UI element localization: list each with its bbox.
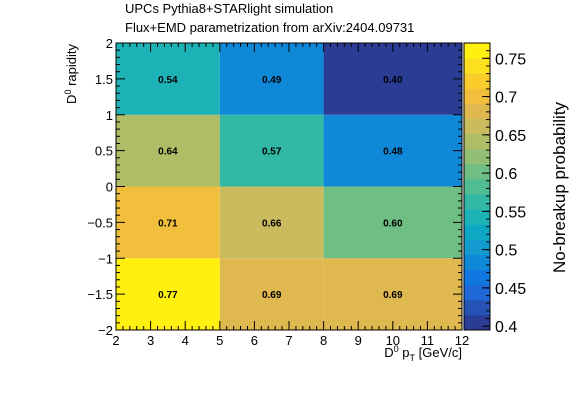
color-bar xyxy=(464,43,490,331)
cell-value-label: 0.40 xyxy=(383,75,403,86)
heatmap-cell xyxy=(323,186,462,259)
color-bar-axis: 0.4 0.45 0.5 0.55 0.6 0.65 0.7 0.75 xyxy=(482,50,526,336)
x-axis: 2 3 4 5 6 7 8 9 10 11 12 xyxy=(112,43,469,348)
y-tick-label: 0.5 xyxy=(95,144,113,159)
x-axis-title-sup: 0 xyxy=(394,344,399,354)
color-bar-tick-label: 0.6 xyxy=(495,166,517,183)
heatmap-cell xyxy=(116,114,220,187)
x-axis-title-sub: T xyxy=(410,353,416,363)
heatmap-cell xyxy=(116,186,220,259)
color-bar-tick-label: 0.4 xyxy=(495,319,517,336)
x-tick-label: 8 xyxy=(320,333,327,348)
color-bar-tick-label: 0.55 xyxy=(495,204,526,221)
x-tick-label: 12 xyxy=(455,333,469,348)
y-axis-title-main: D xyxy=(64,95,79,104)
heatmap-cell xyxy=(116,43,220,115)
y-tick-label: −2 xyxy=(98,323,113,338)
heatmap-cell xyxy=(219,186,324,259)
color-bar-band xyxy=(464,148,490,165)
heatmap-cell xyxy=(116,258,220,330)
cell-value-label: 0.77 xyxy=(158,290,178,301)
cell-value-label: 0.64 xyxy=(158,147,178,158)
heatmap-cell xyxy=(323,258,462,330)
y-tick-label: 1 xyxy=(106,108,113,123)
y-tick-label: 0 xyxy=(106,180,113,195)
cell-value-label: 0.69 xyxy=(383,290,403,301)
color-bar-band xyxy=(464,118,490,135)
y-tick-label: 2 xyxy=(106,36,113,51)
color-bar-band xyxy=(464,73,490,89)
chart-title-line-2: Flux+EMD parametrization from arXiv:2404… xyxy=(125,20,414,35)
heatmap-cell xyxy=(219,43,324,115)
chart-title-line-1: UPCs Pythia8+STARlight simulation xyxy=(125,1,333,16)
color-bar-band xyxy=(464,194,490,210)
y-tick-label: −1 xyxy=(98,251,113,266)
color-bar-band xyxy=(464,254,490,271)
y-axis-title: D0 rapidity xyxy=(63,44,79,104)
x-tick-label: 5 xyxy=(216,333,223,348)
color-bar-tick-label: 0.45 xyxy=(495,281,526,298)
color-bar-band xyxy=(464,209,490,225)
y-axis-title-sup: 0 xyxy=(63,90,73,95)
cell-value-label: 0.71 xyxy=(158,218,178,229)
y-tick-label: −1.5 xyxy=(87,287,113,302)
color-bar-band xyxy=(464,284,490,301)
color-bar-tick-label: 0.75 xyxy=(495,51,526,68)
x-tick-label: 11 xyxy=(421,333,435,348)
x-tick-label: 2 xyxy=(112,333,119,348)
y-tick-label: −0.5 xyxy=(87,215,113,230)
x-tick-label: 9 xyxy=(355,333,362,348)
color-bar-band xyxy=(464,299,490,316)
heatmap-cell xyxy=(219,258,324,330)
x-tick-label: 4 xyxy=(182,333,189,348)
color-bar-tick-label: 0.5 xyxy=(495,243,517,260)
x-tick-label: 3 xyxy=(147,333,154,348)
x-axis-title-tail: [GeV/c] xyxy=(415,345,462,360)
color-bar-band xyxy=(464,178,490,195)
color-bar-band xyxy=(464,58,490,74)
color-bar-band xyxy=(464,43,490,59)
cell-value-label: 0.57 xyxy=(262,147,282,158)
color-bar-band xyxy=(464,103,490,120)
color-bar-band xyxy=(464,88,490,104)
cell-value-label: 0.54 xyxy=(158,75,178,86)
x-axis-title-mid: p xyxy=(399,345,410,360)
heatmap-cell xyxy=(323,43,462,115)
x-tick-label: 6 xyxy=(251,333,258,348)
x-axis-title-main: D xyxy=(384,345,393,360)
cell-value-label: 0.60 xyxy=(383,218,403,229)
x-tick-label: 10 xyxy=(386,333,400,348)
color-bar-band xyxy=(464,314,490,331)
color-bar-frame xyxy=(463,42,491,331)
color-bar-band xyxy=(464,269,490,286)
y-axis: −2 −1.5 −1 −0.5 0 0.5 1 1.5 2 xyxy=(87,36,462,338)
cell-value-label: 0.69 xyxy=(262,290,282,301)
heatmap-cells xyxy=(116,43,462,330)
cell-value-labels: 0.77 0.69 0.69 0.71 0.66 0.60 0.64 0.57 0.48 0.54… xyxy=(158,75,403,301)
x-axis-title: D0 pT [GeV/c] xyxy=(384,344,462,363)
y-axis-title-tail: rapidity xyxy=(64,44,79,90)
y-tick-label: 1.5 xyxy=(95,72,113,87)
color-bar-band xyxy=(464,163,490,180)
color-bar-title: No-breakup probability xyxy=(550,101,569,273)
color-bar-band xyxy=(464,133,490,150)
x-tick-label: 7 xyxy=(285,333,292,348)
color-bar-tick-label: 0.65 xyxy=(495,128,526,145)
cell-value-label: 0.48 xyxy=(383,147,403,158)
cell-value-label: 0.66 xyxy=(262,218,282,229)
heatmap-cell xyxy=(219,114,324,187)
color-bar-tick-label: 0.7 xyxy=(495,90,517,107)
cell-value-label: 0.49 xyxy=(262,75,282,86)
heatmap-cell xyxy=(323,114,462,187)
color-bar-band xyxy=(464,224,490,240)
color-bar-band xyxy=(464,239,490,255)
